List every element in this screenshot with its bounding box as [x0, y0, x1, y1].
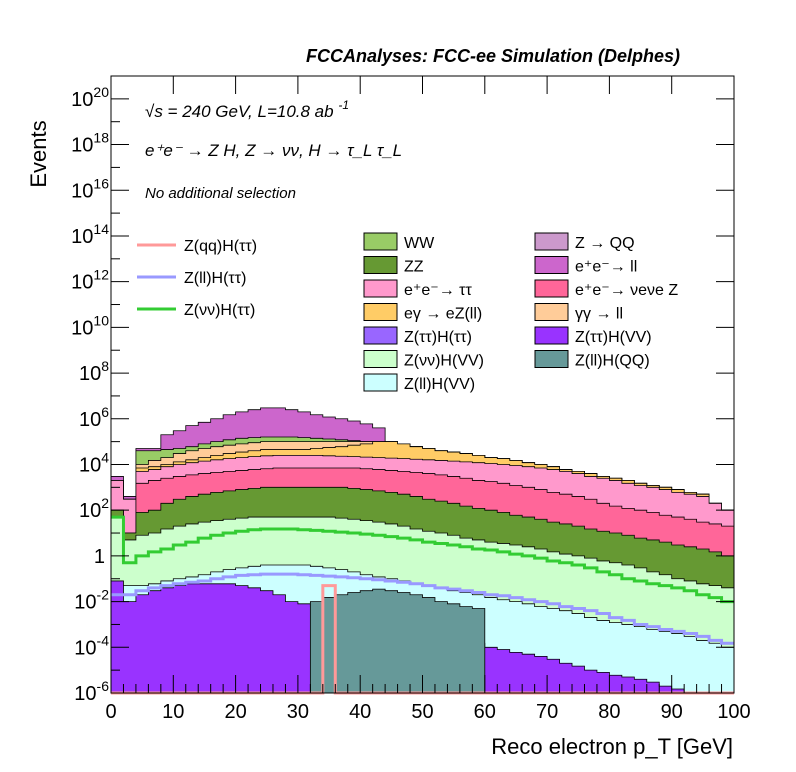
x-tick-label: 0 — [105, 701, 116, 723]
legend-label-ww: WW — [404, 235, 435, 252]
y-tick-label: 108 — [79, 358, 109, 385]
plot-area — [110, 407, 735, 695]
y-tick-label: 1012 — [71, 267, 109, 294]
y-axis-label: Events — [26, 120, 51, 187]
y-tick-label: 1014 — [71, 221, 109, 248]
process-label: e⁺e⁻ → Z H, Z → νν, H → τ_L τ_L — [145, 141, 402, 160]
x-tick-label: 20 — [224, 701, 246, 723]
y-tick-label: 106 — [79, 404, 109, 431]
legend-swatch-z-h — [363, 326, 398, 345]
x-tick-label: 60 — [474, 701, 496, 723]
energy-text: √s = 240 GeV, L=10.8 ab — [145, 102, 334, 121]
legend-label-ll: γγ → ll — [575, 306, 623, 323]
x-tick-label: 10 — [162, 701, 184, 723]
legend-label-e-e-e-e-z: e⁺e⁻→ νeνe Z — [575, 282, 678, 299]
legend-swatch-z-qq — [534, 232, 569, 251]
y-tick-label: 1 — [94, 546, 105, 568]
line-z-ll-h — [111, 572, 734, 645]
legend-swatch-zz — [363, 256, 398, 274]
y-tick-label: 10-6 — [74, 678, 109, 705]
x-axis-label: Reco electron p_T [GeV] — [491, 734, 733, 759]
legend-label-z-ll-h-qq: Z(ll)H(QQ) — [575, 353, 650, 370]
legend-label-e-e: e⁺e⁻→ ττ — [404, 282, 472, 299]
legend-label-e-ez-ll: eγ → eZ(ll) — [404, 306, 482, 323]
x-tick-label: 40 — [349, 701, 371, 723]
legend-swatch-z-ll-h-qq — [534, 350, 569, 368]
legend-swatch-ll — [534, 303, 569, 321]
legend-label-z-qq-h: Z(qq)H(ττ) — [184, 238, 257, 255]
y-tick-label: 10-4 — [74, 632, 109, 659]
legend-swatch-ww — [363, 232, 398, 251]
axes: 0 10 20 30 40 50 60 70 80 90 10010-610-410-2110210… — [71, 76, 751, 723]
y-tick-label: 104 — [79, 449, 109, 476]
legend-label-z-qq: Z → QQ — [575, 235, 635, 252]
legend-label-z-h: Z(ττ)H(ττ) — [404, 329, 472, 346]
x-tick-label: 70 — [536, 701, 558, 723]
legend-swatch-z-ll-h-vv — [363, 373, 398, 392]
y-tick-label: 1010 — [71, 312, 109, 339]
legend-swatch-z-h-vv — [363, 350, 398, 368]
legend-swatch-e-e-e-e-z — [534, 279, 569, 298]
legend-label-z-ll-h: Z(ll)H(ττ) — [184, 270, 246, 287]
legend-label-z-h-vv: Z(νν)H(VV) — [404, 353, 484, 370]
y-tick-label: 1016 — [71, 175, 109, 202]
x-tick-label: 80 — [598, 701, 620, 723]
chart-title: FCCAnalyses: FCC-ee Simulation (Delphes) — [306, 46, 680, 66]
line-z-h — [111, 515, 734, 604]
energy-label: √s = 240 GeV, L=10.8 ab -1 — [145, 98, 349, 121]
x-tick-label: 100 — [717, 701, 750, 723]
legend-label-z-ll-h-vv: Z(ll)H(VV) — [404, 376, 475, 393]
x-tick-label: 50 — [411, 701, 433, 723]
legend-swatch-e-e — [363, 279, 398, 298]
legend: Z(qq)H(ττ) Z(ll)H(ττ) Z(νν)H(ττ) WW ZZ e⁺e⁻→ … — [137, 232, 678, 393]
y-tick-label: 1018 — [71, 130, 109, 157]
legend-swatch-e-e-ll — [534, 256, 569, 274]
y-tick-label: 10-2 — [74, 587, 109, 614]
legend-swatch-z-h-vv — [534, 326, 569, 345]
legend-swatch-e-ez-ll — [363, 303, 398, 321]
legend-label-z-h: Z(νν)H(ττ) — [184, 302, 255, 319]
x-tick-label: 30 — [287, 701, 309, 723]
y-tick-label: 102 — [79, 495, 109, 522]
legend-label-z-h-vv: Z(ττ)H(VV) — [575, 329, 652, 346]
y-tick-label: 1020 — [71, 84, 109, 111]
selection-label: No additional selection — [145, 185, 296, 202]
energy-exponent: -1 — [338, 98, 349, 112]
x-tick-label: 90 — [661, 701, 683, 723]
legend-label-zz: ZZ — [404, 259, 424, 276]
legend-label-e-e-ll: e⁺e⁻→ ll — [575, 259, 637, 276]
